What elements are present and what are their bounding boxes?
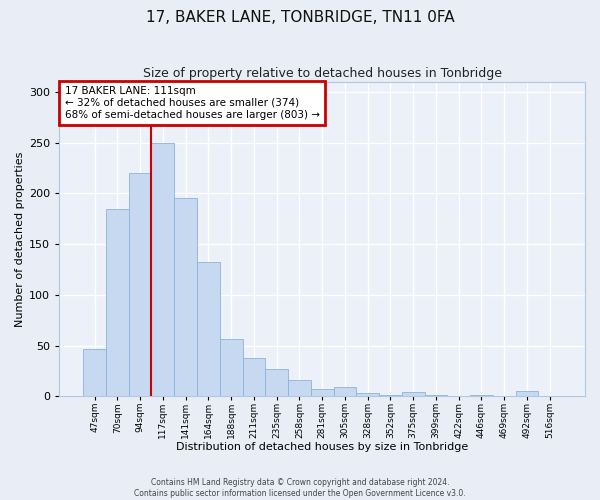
Bar bbox=[334, 388, 356, 396]
Bar bbox=[242, 358, 265, 397]
Title: Size of property relative to detached houses in Tonbridge: Size of property relative to detached ho… bbox=[143, 68, 502, 80]
Text: 17 BAKER LANE: 111sqm
← 32% of detached houses are smaller (374)
68% of semi-det: 17 BAKER LANE: 111sqm ← 32% of detached … bbox=[65, 86, 320, 120]
Bar bbox=[106, 208, 129, 396]
Bar bbox=[220, 338, 242, 396]
Bar bbox=[515, 392, 538, 396]
Bar bbox=[356, 394, 379, 396]
Bar bbox=[174, 198, 197, 396]
Bar bbox=[197, 262, 220, 396]
Bar bbox=[151, 142, 174, 396]
Bar bbox=[402, 392, 425, 396]
Bar bbox=[288, 380, 311, 396]
Bar bbox=[311, 390, 334, 396]
X-axis label: Distribution of detached houses by size in Tonbridge: Distribution of detached houses by size … bbox=[176, 442, 468, 452]
Text: Contains HM Land Registry data © Crown copyright and database right 2024.
Contai: Contains HM Land Registry data © Crown c… bbox=[134, 478, 466, 498]
Bar bbox=[265, 369, 288, 396]
Text: 17, BAKER LANE, TONBRIDGE, TN11 0FA: 17, BAKER LANE, TONBRIDGE, TN11 0FA bbox=[146, 10, 454, 25]
Bar bbox=[83, 348, 106, 397]
Y-axis label: Number of detached properties: Number of detached properties bbox=[15, 152, 25, 326]
Bar bbox=[129, 173, 151, 396]
